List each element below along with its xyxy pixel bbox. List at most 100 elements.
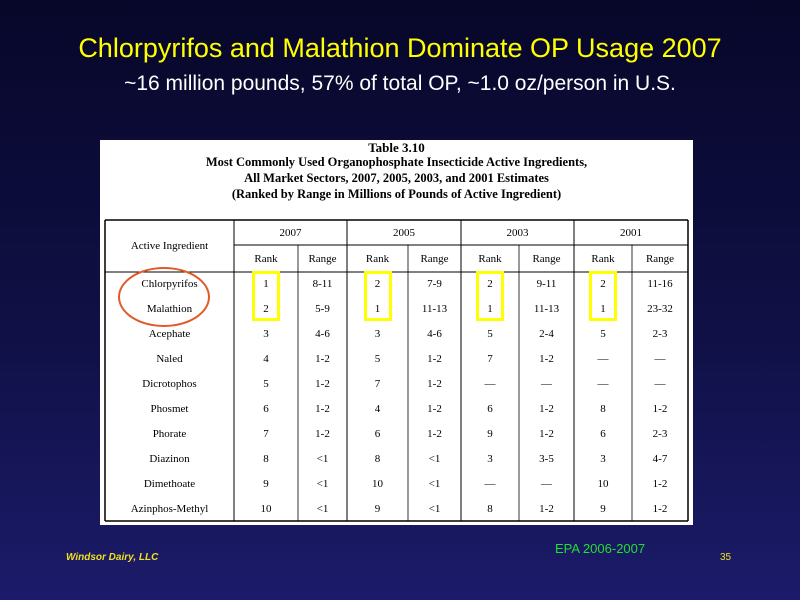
rank-cell: 10 xyxy=(372,478,383,490)
header-year-2001: 2001 xyxy=(620,226,642,239)
ingredient-name: Phorate xyxy=(152,428,187,440)
rank-cell: 8 xyxy=(600,403,606,415)
range-cell: 2-3 xyxy=(652,328,668,340)
rank-cell: 5 xyxy=(487,328,493,340)
range-cell: 4-6 xyxy=(427,328,442,340)
rank-cell: 6 xyxy=(374,428,381,440)
range-cell: 1-2 xyxy=(652,403,668,415)
header-year-2003: 2003 xyxy=(506,226,529,239)
range-cell: — xyxy=(541,378,552,390)
ingredient-name: Dicrotophos xyxy=(142,378,197,390)
range-cell: 23-32 xyxy=(647,303,673,315)
range-cell: 3-5 xyxy=(539,453,554,465)
range-cell: 1-2 xyxy=(427,378,442,390)
rank-cell: 1 xyxy=(487,303,493,315)
rank-cell: 6 xyxy=(487,403,493,415)
rank-cell: 1 xyxy=(374,303,381,315)
page-number: 35 xyxy=(720,552,732,563)
header-year-2005: 2005 xyxy=(393,226,415,239)
range-cell: 2-3 xyxy=(652,428,668,440)
header-rank: Rank xyxy=(365,252,390,265)
range-cell: 1-2 xyxy=(427,353,442,365)
range-cell: 1-2 xyxy=(427,403,442,415)
rank-cell: 7 xyxy=(263,428,269,440)
header-year-2007: 2007 xyxy=(279,226,302,239)
rank-cell: 8 xyxy=(263,453,269,465)
range-cell: 1-2 xyxy=(315,353,330,365)
header-active-ingredient: Active Ingredient xyxy=(130,240,209,252)
range-cell: — xyxy=(654,378,666,390)
rank-cell: 2 xyxy=(263,303,269,315)
rank-cell: 2 xyxy=(374,278,381,290)
range-cell: 1-2 xyxy=(539,403,554,415)
ingredient-name: Azinphos-Methyl xyxy=(130,503,209,515)
header-range: Range xyxy=(645,252,675,265)
highlight-rank-box xyxy=(252,271,280,321)
range-cell: 1-2 xyxy=(315,378,330,390)
ingredient-name: Acephate xyxy=(148,328,191,340)
range-cell: <1 xyxy=(316,453,329,465)
range-cell: 2-4 xyxy=(539,328,554,340)
rank-cell: 8 xyxy=(487,503,493,515)
rank-cell: 3 xyxy=(487,453,493,465)
rank-cell: 3 xyxy=(263,328,269,340)
highlight-rank-box xyxy=(476,271,504,321)
range-cell: — xyxy=(541,478,552,490)
rank-cell: 2 xyxy=(600,278,606,290)
table-image: Table 3.10 Most Commonly Used Organophos… xyxy=(100,140,693,525)
rank-cell: 1 xyxy=(600,303,606,315)
rank-cell: — xyxy=(484,478,496,490)
range-cell: <1 xyxy=(428,453,441,465)
table-caption-number: Table 3.10 xyxy=(368,140,425,155)
table-caption-line-2: All Market Sectors, 2007, 2005, 2003, an… xyxy=(244,171,549,185)
range-cell: 1-2 xyxy=(427,428,442,440)
header-rank: Rank xyxy=(478,252,502,265)
range-cell: <1 xyxy=(316,503,329,515)
range-cell: 9-11 xyxy=(536,278,557,290)
range-cell: 1-2 xyxy=(539,353,554,365)
table-caption-line-1: Most Commonly Used Organophosphate Insec… xyxy=(205,155,588,169)
rank-cell: 4 xyxy=(263,353,269,365)
footer-company: Windsor Dairy, LLC xyxy=(66,552,159,563)
range-cell: 5-9 xyxy=(315,303,330,315)
range-cell: 1-2 xyxy=(539,503,554,515)
table-caption-line-3: (Ranked by Range in Millions of Pounds o… xyxy=(231,187,562,201)
rank-cell: 9 xyxy=(487,428,493,440)
rank-cell: 7 xyxy=(487,353,493,365)
range-cell: 11-13 xyxy=(421,303,448,315)
range-cell: 1-2 xyxy=(315,428,330,440)
rank-cell: 9 xyxy=(374,503,381,515)
range-cell: — xyxy=(654,353,666,365)
rank-cell: 8 xyxy=(374,453,381,465)
range-cell: 8-11 xyxy=(312,278,333,290)
range-cell: 1-2 xyxy=(315,403,330,415)
range-cell: <1 xyxy=(428,478,441,490)
ingredient-name: Diazinon xyxy=(149,453,190,465)
rank-cell: 5 xyxy=(600,328,606,340)
range-cell: 4-7 xyxy=(652,453,668,465)
rank-cell: 5 xyxy=(374,353,381,365)
rank-cell: 6 xyxy=(263,403,269,415)
range-cell: 1-2 xyxy=(652,478,668,490)
range-cell: 4-6 xyxy=(315,328,330,340)
ingredient-name: Dimethoate xyxy=(143,478,196,490)
header-range: Range xyxy=(532,252,561,265)
rank-cell: 6 xyxy=(600,428,606,440)
header-range: Range xyxy=(420,252,449,265)
highlight-rank-box xyxy=(363,271,392,321)
range-cell: <1 xyxy=(316,478,329,490)
rank-cell: 5 xyxy=(263,378,269,390)
rank-cell: 3 xyxy=(374,328,381,340)
rank-cell: 9 xyxy=(263,478,269,490)
rank-cell: — xyxy=(597,353,609,365)
rank-cell: 7 xyxy=(374,378,381,390)
header-range: Range xyxy=(308,252,337,265)
slide-subtitle: ~16 million pounds, 57% of total OP, ~1.… xyxy=(124,72,676,95)
highlight-rank-box xyxy=(589,271,617,321)
range-cell: 1-2 xyxy=(539,428,554,440)
rank-cell: 2 xyxy=(487,278,493,290)
range-cell: 1-2 xyxy=(652,503,668,515)
rank-cell: — xyxy=(484,378,496,390)
highlight-ellipse xyxy=(118,267,210,327)
source-label: EPA 2006-2007 xyxy=(555,541,646,556)
